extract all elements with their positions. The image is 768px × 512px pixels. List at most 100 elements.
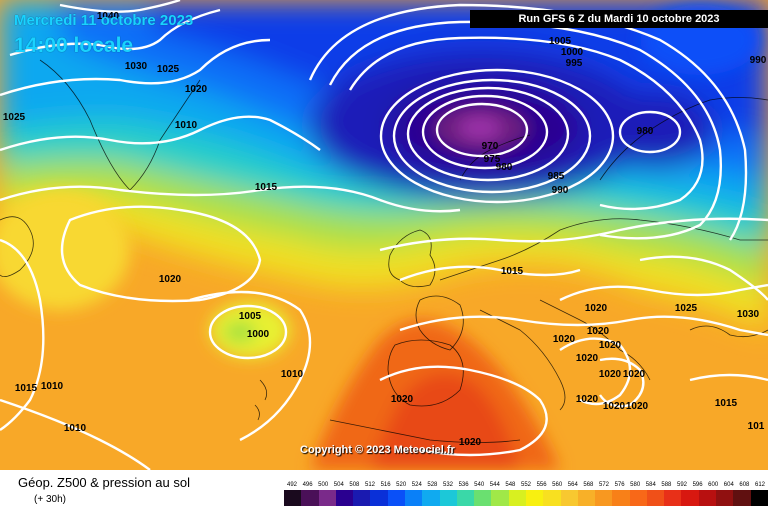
scale-tick-label: 556 bbox=[536, 482, 547, 488]
scale-tick-label: 560 bbox=[552, 482, 563, 488]
isobar-label: 1020 bbox=[459, 437, 482, 448]
isobar-label: 1025 bbox=[157, 64, 180, 75]
isobar-label: 990 bbox=[552, 185, 569, 196]
scale-tick-label: 504 bbox=[333, 482, 344, 488]
coastlines bbox=[0, 59, 768, 443]
forecast-date: Mercredi 11 octobre 2023 bbox=[14, 12, 194, 29]
scale-tick-label: 596 bbox=[692, 482, 703, 488]
map-title: Géop. Z500 & pression au sol bbox=[18, 475, 190, 490]
isobar-label: 1020 bbox=[587, 326, 610, 337]
scale-tick-label: 552 bbox=[520, 482, 531, 488]
scale-tick-label: 572 bbox=[598, 482, 609, 488]
isobar-label: 1020 bbox=[603, 401, 626, 412]
isobar-label: 1020 bbox=[576, 394, 599, 405]
geopotential-field bbox=[0, 0, 768, 470]
isobar-label: 1020 bbox=[585, 303, 608, 314]
isobar-label: 1015 bbox=[715, 398, 738, 409]
scale-swatch bbox=[387, 490, 405, 506]
scale-tick-label: 528 bbox=[427, 482, 438, 488]
scale-swatch bbox=[318, 490, 336, 506]
isobar-label: 1005 bbox=[239, 311, 262, 322]
isobar-label: 1010 bbox=[64, 423, 87, 434]
isobar-label: 1020 bbox=[576, 353, 599, 364]
scale-swatch bbox=[456, 490, 475, 506]
color-scale-legend: 492 496 500 504 508 512 516 520 524 528 532 536 540 5… bbox=[284, 481, 768, 506]
scale-tick-label: 536 bbox=[458, 482, 469, 488]
scale-tick-label: 540 bbox=[474, 482, 485, 488]
forecast-time: 14:00 locale bbox=[14, 34, 134, 57]
scale-swatch bbox=[335, 490, 354, 506]
isobar-label: 1015 bbox=[501, 266, 524, 277]
scale-tick-label: 492 bbox=[286, 482, 297, 488]
isobar-label: 1020 bbox=[623, 369, 646, 380]
scale-swatch bbox=[664, 490, 682, 506]
scale-tick-label: 544 bbox=[489, 482, 500, 488]
scale-swatch bbox=[422, 490, 440, 506]
copyright-text: Copyright © 2023 Meteociel.fr bbox=[300, 444, 455, 456]
scale-swatch bbox=[629, 490, 647, 506]
scale-swatch bbox=[474, 490, 492, 506]
scale-tick-label: 584 bbox=[645, 482, 656, 488]
isobar-label: 985 bbox=[548, 171, 565, 182]
isobar-label: 1015 bbox=[255, 182, 278, 193]
isobar-label: 1000 bbox=[561, 47, 584, 58]
scale-tick-label: 524 bbox=[411, 482, 422, 488]
isobar-label: 1015 bbox=[15, 383, 38, 394]
isobar-label: 970 bbox=[482, 141, 499, 152]
isobar-label: 1030 bbox=[737, 309, 760, 320]
scale-tick-label: 580 bbox=[630, 482, 641, 488]
scale-tick-label: 532 bbox=[442, 482, 453, 488]
scale-swatch bbox=[404, 490, 423, 506]
scale-swatch bbox=[646, 490, 665, 506]
scale-tick-label: 564 bbox=[567, 482, 578, 488]
map-canvas: 1040 1030 1025 1020 1025 1010 1015 1020 1005… bbox=[0, 0, 768, 470]
scale-swatches bbox=[284, 490, 768, 506]
isobars bbox=[0, 0, 768, 470]
scale-ticks: 492 496 500 504 508 512 516 520 524 528 532 536 540 5… bbox=[284, 481, 768, 490]
isobar-label: 1020 bbox=[599, 340, 622, 351]
isobar-label: 975 bbox=[484, 154, 501, 165]
isobar-label: 1030 bbox=[125, 61, 148, 72]
scale-tick-label: 576 bbox=[614, 482, 625, 488]
isobar-label: 1020 bbox=[159, 274, 182, 285]
scale-swatch bbox=[560, 490, 578, 506]
scale-swatch bbox=[439, 490, 457, 506]
weather-map: 1040 1030 1025 1020 1025 1010 1015 1020 1005… bbox=[0, 0, 768, 470]
scale-tick-label: 496 bbox=[302, 482, 313, 488]
scale-swatch bbox=[733, 490, 751, 506]
scale-tick-label: 548 bbox=[505, 482, 516, 488]
isobar-label: 1010 bbox=[175, 120, 198, 131]
scale-swatch bbox=[284, 490, 302, 506]
scale-tick-label: 612 bbox=[754, 482, 765, 488]
isobar-label: 995 bbox=[566, 58, 583, 69]
isobar-label: 1025 bbox=[3, 112, 26, 123]
scale-tick-label: 592 bbox=[676, 482, 687, 488]
scale-swatch bbox=[716, 490, 734, 506]
scale-swatch bbox=[612, 490, 630, 506]
model-run-banner: Run GFS 6 Z du Mardi 10 octobre 2023 bbox=[470, 10, 768, 28]
isobar-label: 1025 bbox=[675, 303, 698, 314]
scale-swatch bbox=[508, 490, 526, 506]
isobar-label: 990 bbox=[750, 55, 767, 66]
scale-tick-label: 512 bbox=[364, 482, 375, 488]
scale-swatch bbox=[301, 490, 319, 506]
isobar-label: 101 bbox=[748, 421, 765, 432]
scale-swatch bbox=[681, 490, 699, 506]
isobar-label: 1020 bbox=[599, 369, 622, 380]
scale-tick-label: 500 bbox=[318, 482, 329, 488]
scale-swatch bbox=[577, 490, 596, 506]
scale-swatch bbox=[370, 490, 388, 506]
scale-swatch bbox=[698, 490, 717, 506]
isobar-label: 1020 bbox=[185, 84, 208, 95]
scale-swatch bbox=[595, 490, 613, 506]
scale-swatch bbox=[525, 490, 544, 506]
isobar-label: 980 bbox=[637, 126, 654, 137]
scale-swatch bbox=[491, 490, 509, 506]
isobar-label: 1040 bbox=[97, 11, 120, 22]
isobar-label: 1020 bbox=[553, 334, 576, 345]
isobar-label: 1000 bbox=[247, 329, 270, 340]
isobar-label: 980 bbox=[496, 162, 513, 173]
scale-swatch bbox=[353, 490, 371, 506]
scale-tick-label: 508 bbox=[349, 482, 360, 488]
scale-tick-label: 588 bbox=[661, 482, 672, 488]
